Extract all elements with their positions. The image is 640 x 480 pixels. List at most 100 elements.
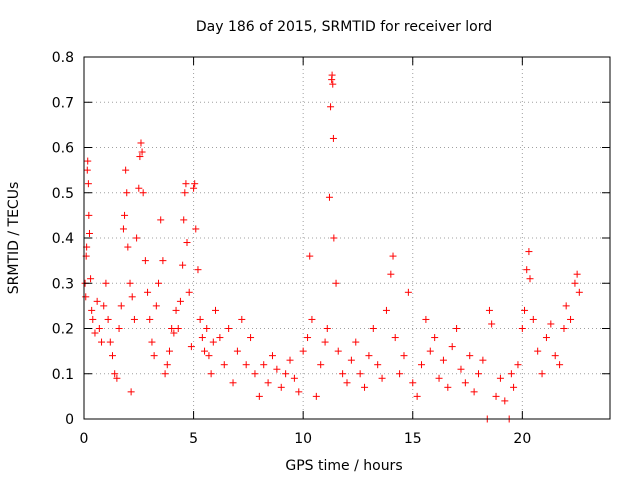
data-point [119,225,127,233]
data-point [111,370,119,378]
tick-label-layer: 0 5 10 15 20 0 0.1 0.2 0.3 0.4 0.5 0.6 0.7 0.8 [52,50,532,447]
data-point [115,325,123,332]
data-point [157,216,165,224]
data-point [295,388,303,396]
data-point [174,325,182,332]
data-point [172,306,180,314]
data-point [488,320,496,328]
data-point [413,392,421,400]
data-point [562,302,570,310]
data-point [113,374,121,382]
data-point [238,315,246,323]
data-point [141,257,149,265]
points-layer [81,71,583,423]
data-point [396,370,404,378]
data-point [98,338,106,346]
y-tick-label: 0.1 [52,367,74,383]
data-point [138,148,146,156]
data-point [323,325,331,332]
y-tick-label: 0.4 [52,231,74,247]
data-point [247,334,255,342]
data-point [91,329,99,337]
data-point [181,189,189,197]
x-tick-label: 5 [189,431,198,447]
data-point [163,361,171,369]
data-point [479,356,487,364]
data-point [389,252,397,260]
data-point [409,379,417,387]
data-point [369,325,377,332]
data-point [347,356,355,364]
grid-layer [84,57,610,419]
data-point [251,370,259,378]
data-point [139,189,147,197]
data-point [106,338,114,346]
data-point [485,306,493,314]
data-point [571,279,579,287]
y-tick-label: 0.8 [52,50,74,66]
data-point [534,347,542,355]
x-tick-label: 0 [80,431,89,447]
data-point [176,297,184,305]
data-point [339,370,347,378]
data-point [457,365,465,373]
data-point [137,139,145,147]
data-point [121,211,129,219]
y-tick-label: 0.6 [52,141,74,157]
data-point [205,352,213,360]
data-point [130,315,138,323]
data-point [148,338,156,346]
data-point [85,229,93,237]
data-point [150,352,158,360]
data-point [225,325,233,332]
data-point [492,392,500,400]
data-point [216,334,224,342]
data-point [329,134,337,142]
data-point [124,243,132,251]
y-axis-label: SRMTID / TECUs [6,182,22,295]
data-point [327,103,335,111]
data-point [155,279,163,287]
data-point [190,184,198,192]
data-point [117,302,125,310]
data-point [194,266,202,274]
data-point [382,306,390,314]
data-point [123,189,131,197]
data-point [573,270,581,278]
data-point [575,288,583,296]
data-point [179,261,187,269]
data-point [89,315,97,323]
data-point [453,325,461,332]
chart-title: Day 186 of 2015, SRMTID for receiver lor… [196,19,492,35]
data-point [321,338,329,346]
data-point [135,184,143,192]
data-point [180,216,188,224]
data-point [152,302,160,310]
data-point [556,361,564,369]
data-point [317,361,325,369]
data-point [391,334,399,342]
data-point [229,379,237,387]
data-point [306,252,314,260]
data-point [312,392,320,400]
data-point [133,234,141,242]
data-point [233,347,241,355]
data-point [161,370,169,378]
data-point [356,370,364,378]
y-tick-label: 0.3 [52,276,74,292]
data-point [198,334,206,342]
data-point [308,315,316,323]
data-point [470,388,478,396]
data-point [538,370,546,378]
data-point [475,370,482,378]
data-point [87,275,95,283]
data-point [496,374,504,382]
y-tick-label: 0.2 [52,322,74,338]
data-point [290,374,298,382]
data-point [191,180,199,188]
data-point [136,153,144,161]
data-point [268,352,276,360]
data-point [108,352,116,360]
data-point [461,379,469,387]
